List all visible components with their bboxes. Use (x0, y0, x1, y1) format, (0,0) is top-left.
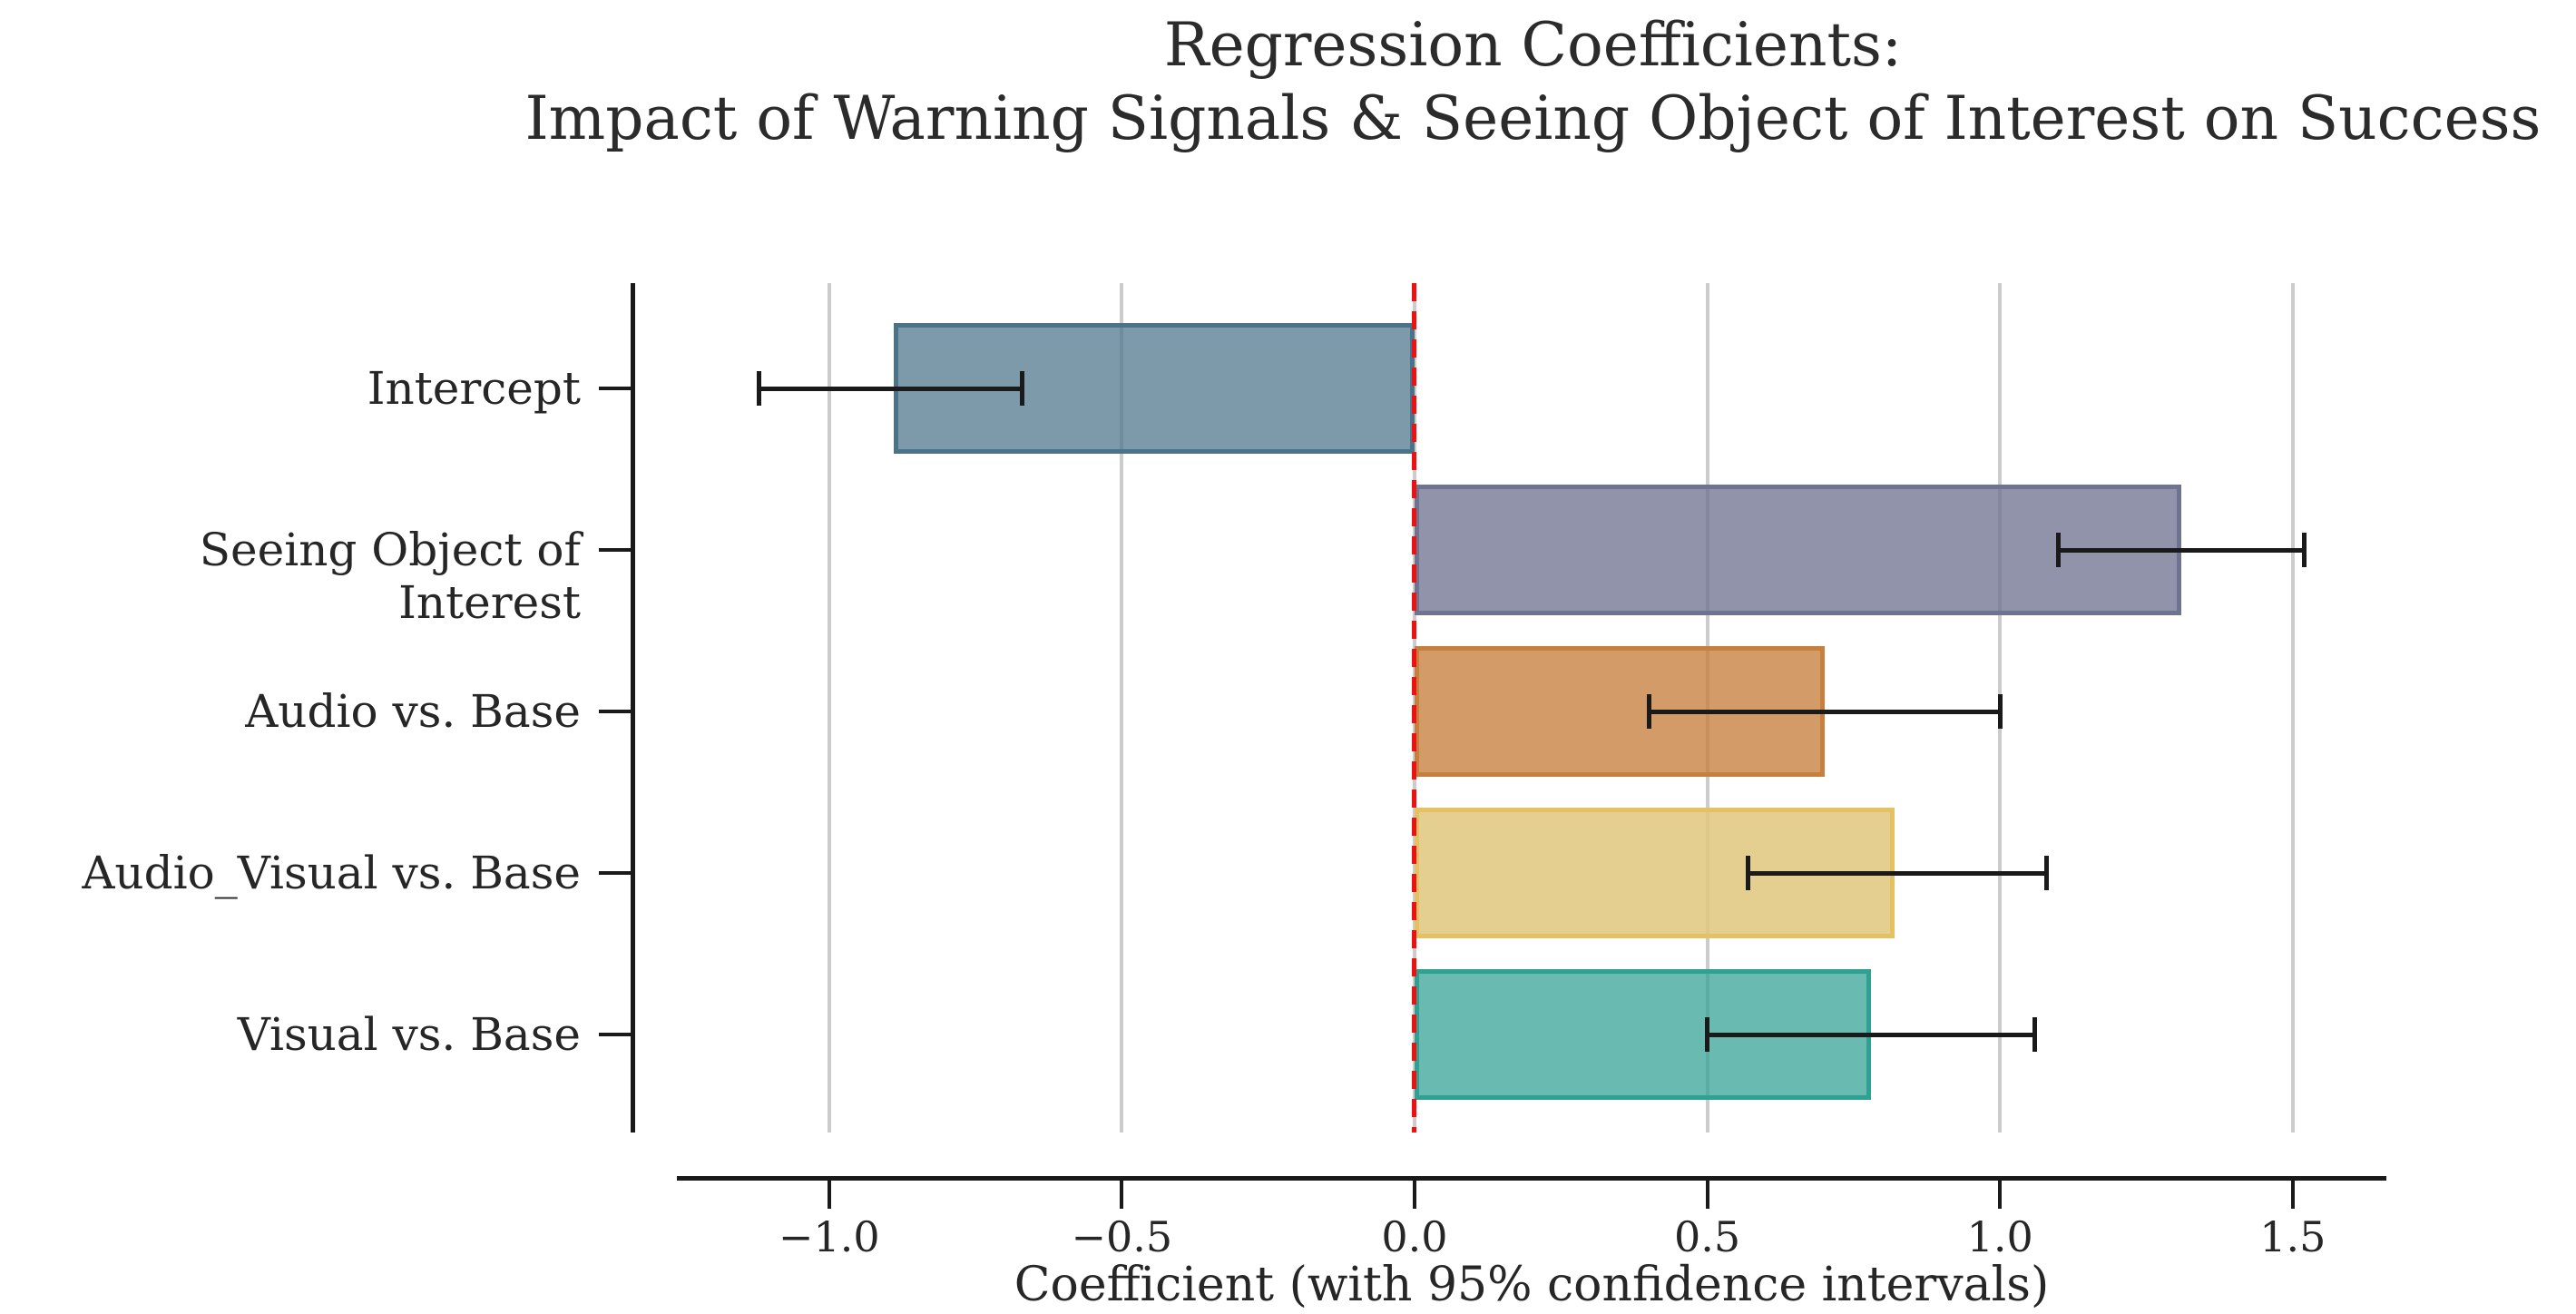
error-bar-intercept (759, 386, 1023, 391)
error-bar-visual-vs-base (1707, 1032, 2035, 1037)
bar-seeing-object-of-interest (1414, 485, 2182, 616)
y-tick-audio-vs-base (599, 710, 632, 714)
error-bar-cap-low-visual-vs-base (1705, 1017, 1710, 1053)
gridline-x-1.5 (2290, 283, 2295, 1133)
zero-line (1412, 283, 1417, 1133)
y-tick-label-audio-vs-base: Audio vs. Base (245, 685, 581, 739)
y-tick-intercept (599, 387, 632, 391)
y-tick-label-intercept: Intercept (367, 362, 581, 416)
error-bar-audio-vs-base (1649, 709, 2001, 714)
x-tick-0.5 (1705, 1181, 1709, 1209)
x-tick-label-1.5: 1.5 (2259, 1212, 2326, 1261)
y-tick-label-visual-vs-base: Visual vs. Base (237, 1008, 581, 1062)
error-bar-cap-high-intercept (1020, 371, 1025, 407)
x-tick-1.5 (2290, 1181, 2295, 1209)
gridline-x--1.0 (827, 283, 831, 1133)
error-bar-cap-low-seeing-object-of-interest (2056, 533, 2062, 568)
gridline-x--0.5 (1120, 283, 1124, 1133)
error-bar-cap-low-audio-vs-base (1646, 694, 1651, 730)
chart-title: Regression Coefficients: Impact of Warni… (524, 10, 2542, 153)
error-bar-cap-high-seeing-object-of-interest (2302, 533, 2307, 568)
y-tick-audio-visual-vs-base (599, 871, 632, 876)
error-bar-cap-high-visual-vs-base (2032, 1017, 2038, 1053)
x-tick-label--0.5: −0.5 (1071, 1212, 1173, 1261)
x-tick-label-0.5: 0.5 (1673, 1212, 1741, 1261)
y-tick-label-seeing-object-of-interest: Seeing Object of Interest (199, 524, 581, 630)
error-bar-audio-visual-vs-base (1748, 870, 2047, 876)
x-axis-spine (677, 1176, 2386, 1181)
y-tick-visual-vs-base (599, 1033, 632, 1037)
error-bar-cap-high-audio-visual-vs-base (2044, 856, 2050, 891)
plot-area (677, 283, 2386, 1133)
x-tick-label-0.0: 0.0 (1381, 1212, 1448, 1261)
error-bar-cap-low-intercept (756, 371, 761, 407)
x-tick-label--1.0: −1.0 (778, 1212, 880, 1261)
x-tick-label-1.0: 1.0 (1966, 1212, 2033, 1261)
x-tick-0.0 (1412, 1181, 1416, 1209)
y-tick-seeing-object-of-interest (599, 548, 632, 553)
error-bar-cap-high-audio-vs-base (1997, 694, 2003, 730)
error-bar-seeing-object-of-interest (2058, 547, 2305, 553)
error-bar-cap-low-audio-visual-vs-base (1746, 856, 1751, 891)
y-tick-label-audio-visual-vs-base: Audio_Visual vs. Base (82, 847, 581, 900)
y-axis-spine (631, 283, 635, 1133)
x-tick--0.5 (1120, 1181, 1124, 1209)
x-axis-label: Coefficient (with 95% confidence interva… (1014, 1258, 2050, 1312)
x-tick--1.0 (827, 1181, 831, 1209)
x-tick-1.0 (1998, 1181, 2003, 1209)
